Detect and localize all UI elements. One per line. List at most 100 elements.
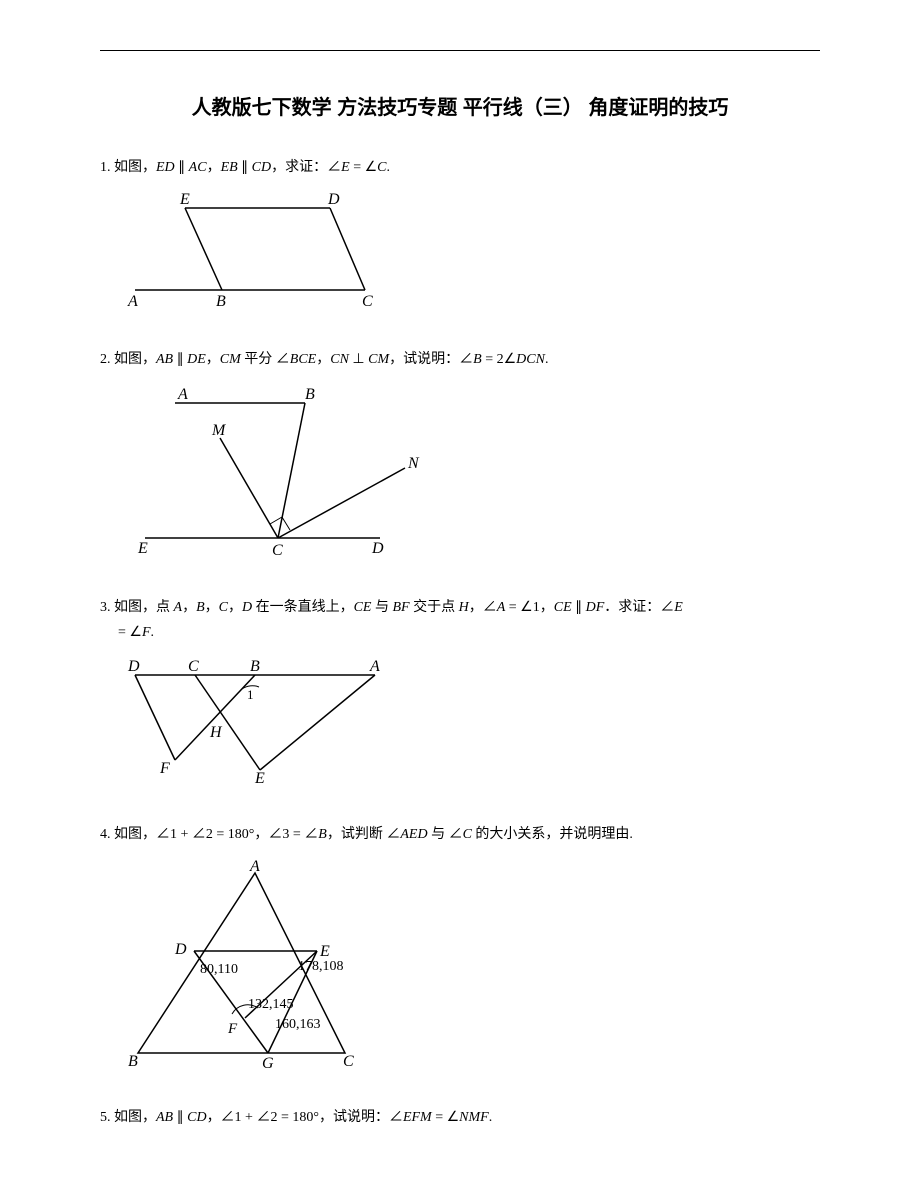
var: BCE	[290, 352, 316, 367]
text: ，	[205, 600, 219, 615]
problem-1-figure: E D A B C	[120, 190, 820, 319]
svg-text:80,110: 80,110	[200, 962, 238, 977]
problem-3-text: 3. 如图，点 A，B，C，D 在一条直线上，CE 与 BF 交于点 H，∠A …	[100, 595, 820, 645]
problem-4-figure: A D E B G C F 80,110 178,108 132,145 160…	[120, 858, 820, 1077]
problem-number: 3.	[100, 600, 111, 615]
text: ，∠1 + ∠2 = 180°，试说明：∠	[207, 1110, 403, 1125]
svg-text:N: N	[407, 455, 420, 472]
svg-text:D: D	[127, 658, 140, 675]
var: CD	[252, 160, 271, 175]
text: 交于点	[410, 600, 459, 615]
text: ，	[207, 160, 221, 175]
label-E: E	[179, 191, 190, 208]
svg-text:A: A	[127, 293, 138, 310]
text: ．求证：∠	[604, 600, 674, 615]
text: = ∠	[350, 160, 377, 175]
problem-3-figure: 1 D C B A F H E	[120, 655, 820, 794]
svg-text:G: G	[262, 1055, 274, 1068]
text: ，求证：∠	[271, 160, 341, 175]
problem-2-figure: A B M N E C D	[120, 383, 820, 567]
var: H	[459, 600, 469, 615]
var: DCN	[516, 352, 545, 367]
problem-2: 2. 如图，AB ∥ DE，CM 平分 ∠BCE，CN ⊥ CM，试说明：∠B …	[100, 347, 820, 566]
var: E	[674, 600, 683, 615]
var: D	[242, 600, 252, 615]
figure-3-svg: 1 D C B A F H E	[120, 655, 400, 785]
var: DF	[586, 600, 605, 615]
text: ，试判断 ∠	[327, 827, 401, 842]
text: = ∠	[118, 625, 142, 640]
text: 如图，	[114, 1110, 156, 1125]
text: 如图，∠1 + ∠2 = 180°，∠3 = ∠	[114, 827, 318, 842]
svg-text:F: F	[227, 1021, 238, 1037]
text: ∥	[173, 1110, 187, 1125]
var: B	[473, 352, 482, 367]
var: CD	[187, 1110, 206, 1125]
text: .	[386, 160, 390, 175]
problem-3: 3. 如图，点 A，B，C，D 在一条直线上，CE 与 BF 交于点 H，∠A …	[100, 595, 820, 795]
text: ∥	[175, 160, 189, 175]
svg-text:C: C	[188, 658, 199, 675]
var: CE	[354, 600, 372, 615]
text: = 2∠	[482, 352, 516, 367]
svg-text:B: B	[250, 658, 260, 675]
var: AC	[189, 160, 207, 175]
text: .	[151, 625, 155, 640]
problem-5-text: 5. 如图，AB ∥ CD，∠1 + ∠2 = 180°，试说明：∠EFM = …	[100, 1105, 820, 1130]
problem-number: 5.	[100, 1110, 111, 1125]
var: E	[341, 160, 350, 175]
var: ED	[156, 160, 175, 175]
svg-text:C: C	[272, 542, 283, 558]
svg-text:M: M	[211, 422, 227, 439]
var: EB	[221, 160, 238, 175]
svg-text:C: C	[343, 1053, 354, 1068]
svg-text:132,145: 132,145	[248, 997, 294, 1012]
problem-1-text: 1. 如图，ED ∥ AC，EB ∥ CD，求证：∠E = ∠C.	[100, 155, 820, 180]
text: 与 ∠	[428, 827, 463, 842]
svg-text:B: B	[128, 1053, 138, 1068]
text: ，∠	[469, 600, 497, 615]
svg-text:A: A	[249, 858, 260, 875]
var: AED	[400, 827, 427, 842]
text: 如图，	[114, 160, 156, 175]
svg-text:H: H	[209, 724, 223, 741]
text: = ∠	[432, 1110, 459, 1125]
var: CE	[554, 600, 572, 615]
svg-text:B: B	[305, 386, 315, 403]
text: 与	[371, 600, 392, 615]
figure-1-svg: E D A B C	[120, 190, 390, 310]
text: = ∠1，	[505, 600, 553, 615]
var: B	[318, 827, 327, 842]
var: NMF	[459, 1110, 489, 1125]
text: 在一条直线上，	[252, 600, 354, 615]
page-container: 人教版七下数学 方法技巧专题 平行线（三） 角度证明的技巧 1. 如图，ED ∥…	[0, 0, 920, 1191]
text: ∥	[572, 600, 586, 615]
svg-text:E: E	[254, 770, 265, 785]
var: BF	[392, 600, 409, 615]
var: EFM	[403, 1110, 432, 1125]
var: CM	[368, 352, 389, 367]
text: ⊥	[349, 352, 368, 367]
text: .	[545, 352, 549, 367]
var: DE	[187, 352, 206, 367]
svg-text:A: A	[369, 658, 380, 675]
problem-1: 1. 如图，ED ∥ AC，EB ∥ CD，求证：∠E = ∠C. E D A …	[100, 155, 820, 319]
figure-2-svg: A B M N E C D	[120, 383, 430, 558]
svg-text:178,108: 178,108	[298, 959, 344, 974]
problem-5: 5. 如图，AB ∥ CD，∠1 + ∠2 = 180°，试说明：∠EFM = …	[100, 1105, 820, 1130]
text: 平分 ∠	[241, 352, 290, 367]
svg-text:D: D	[174, 941, 187, 958]
text: ∥	[173, 352, 187, 367]
svg-text:E: E	[319, 943, 330, 960]
var: AB	[156, 1110, 173, 1125]
text: ，	[228, 600, 242, 615]
var: B	[196, 600, 205, 615]
var: A	[174, 600, 183, 615]
var: AB	[156, 352, 173, 367]
problem-number: 1.	[100, 160, 111, 175]
text: ，	[316, 352, 330, 367]
figure-4-svg: A D E B G C F 80,110 178,108 132,145 160…	[120, 858, 370, 1068]
var: CM	[220, 352, 241, 367]
text: ，试说明：∠	[389, 352, 473, 367]
text: ，	[182, 600, 196, 615]
